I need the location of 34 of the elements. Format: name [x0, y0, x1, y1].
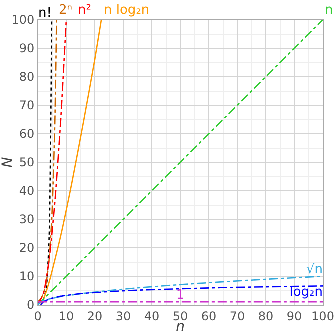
- series-label: log₂n: [290, 284, 323, 300]
- y-tick-label: 60: [19, 127, 35, 142]
- y-tick-label: 30: [19, 212, 35, 227]
- x-tick-label: 90: [286, 309, 302, 324]
- y-tick-label: 100: [12, 13, 35, 28]
- y-tick-label: 80: [19, 70, 35, 84]
- series-label: √n: [306, 262, 323, 278]
- y-tick-label: 40: [19, 184, 35, 198]
- y-axis-title: N: [0, 156, 16, 168]
- line-series: [38, 20, 68, 305]
- series-label: n log₂n: [104, 3, 150, 18]
- line-series: [40, 20, 102, 305]
- series-label: 1: [176, 288, 185, 303]
- x-tick-label: 100: [312, 309, 334, 324]
- series-label: 2ⁿ: [59, 3, 72, 18]
- line-series: [38, 20, 58, 303]
- y-tick-label: 90: [19, 42, 35, 56]
- x-tick-label: 10: [58, 309, 74, 324]
- x-tick-label: 60: [201, 309, 217, 324]
- x-tick-label: 30: [116, 309, 132, 324]
- series-label: n²: [78, 3, 92, 18]
- x-tick-label: 70: [230, 309, 246, 324]
- series-label: n: [325, 3, 334, 18]
- line-series: [38, 276, 323, 305]
- y-tick-label: 20: [19, 241, 35, 256]
- line-series: [40, 286, 323, 305]
- x-tick-label: 40: [144, 309, 160, 324]
- y-tick-label: 10: [19, 270, 35, 284]
- x-tick-label: 20: [87, 309, 103, 324]
- y-tick-label: 50: [19, 156, 35, 170]
- series-label: n!: [38, 6, 52, 21]
- y-tick-label: 70: [19, 98, 35, 113]
- y-tick-label: 0: [26, 298, 35, 312]
- x-tick-label: 80: [258, 309, 274, 324]
